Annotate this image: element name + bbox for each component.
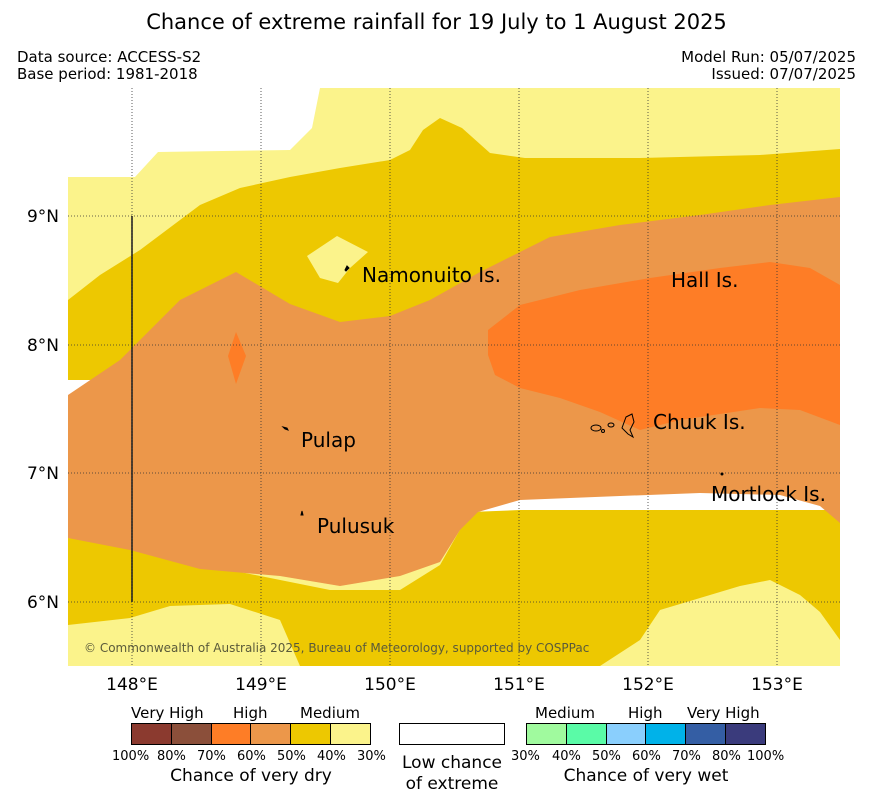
legend-dry-tick-30: 30% [357,749,386,764]
region-dark-orange-east [488,262,840,430]
legend-wet-tick-50: 50% [592,749,621,764]
lat-label-7: 7°N [27,464,59,484]
legend-dry-caption: Chance of very dry [170,766,332,786]
legend-dry-swatch-70-60 [210,724,251,744]
data-source: Data source: ACCESS-S2 [17,48,202,66]
label-hall: Hall Is. [671,268,738,292]
legend-wet-tick-70: 70% [672,749,701,764]
island-pulusuk [300,510,304,516]
legend-wet-high: High [628,704,663,722]
legend-wet-tick-40: 40% [552,749,581,764]
legend-dry-swatch-60-50 [250,724,291,744]
lon-label-148: 148°E [106,675,158,695]
legend-low-swatch [399,723,505,745]
map-field [68,88,840,666]
legend-low-line1: Low chance [402,753,502,773]
legend-dry-colorbar [131,723,371,745]
map-title: Chance of extreme rainfall for 19 July t… [146,10,727,34]
legend-wet-tick-100: 100% [747,749,785,764]
legend-wet-swatch-80-100 [725,724,765,744]
lon-label-150: 150°E [364,675,416,695]
legend-dry-swatch-80-70 [170,724,211,744]
island-chuuk [590,413,635,439]
label-mortlock: Mortlock Is. [711,482,826,506]
label-pulusuk: Pulusuk [317,514,395,538]
label-chuuk: Chuuk Is. [653,410,746,434]
meta-right: Model Run: 05/07/2025 Issued: 07/07/2025 [681,49,856,83]
legend-low-caption: Low chance of extreme [392,753,512,795]
legend-wet-caption: Chance of very wet [563,766,729,786]
legend-dry-tick-80: 80% [157,749,186,764]
legend-wet-colorbar [526,723,766,745]
legend-dry-swatch-50-40 [290,724,331,744]
lon-axis-labels: 148°E 149°E 150°E 151°E 152°E 153°E [106,675,803,695]
island-mortlock [720,472,724,476]
lat-label-9: 9°N [27,207,59,227]
copyright-notice: © Commonwealth of Australia 2025, Bureau… [84,641,589,655]
legend-dry-swatch-100-80 [132,724,171,744]
legend-dry-tick-50: 50% [277,749,306,764]
legend-dry-high: High [233,704,268,722]
legend-dry-medium: Medium [300,704,360,722]
legend-wet-very-high: Very High [687,704,760,722]
legend-wet-tick-60: 60% [632,749,661,764]
legend-wet-swatch-50-60 [605,724,646,744]
island-namonuito [344,265,350,272]
lon-label-151: 151°E [493,675,545,695]
region-yellow-south [68,510,840,666]
lat-label-6: 6°N [27,593,59,613]
island-pulap [281,426,289,431]
legend-dry-tick-60: 60% [237,749,266,764]
islands [281,265,724,516]
legend-dry-tick-40: 40% [317,749,346,764]
legend-wet-tick-80: 80% [712,749,741,764]
meta-left: Data source: ACCESS-S2 Base period: 1981… [17,49,201,83]
lon-label-149: 149°E [235,675,287,695]
legend-wet-swatch-70-80 [685,724,726,744]
legend-wet-swatch-60-70 [645,724,686,744]
label-pulap: Pulap [301,428,356,452]
base-period: Base period: 1981-2018 [17,65,198,83]
legend-wet-swatch-40-50 [565,724,606,744]
legend-dry-tick-100: 100% [112,749,150,764]
legend-dry-very-high: Very High [131,704,204,722]
legend-wet-swatch-30-40 [527,724,566,744]
label-namonuito: Namonuito Is. [362,263,501,287]
map: Namonuito Is. Hall Is. Pulap Chuuk Is. M… [27,88,840,695]
legend-dry-tick-70: 70% [197,749,226,764]
model-run: Model Run: 05/07/2025 [681,48,856,66]
region-dark-orange-small [228,332,246,384]
legend-low-line2: of extreme [405,774,499,794]
issued-date: Issued: 07/07/2025 [711,65,856,83]
lat-axis-labels: 9°N 8°N 7°N 6°N [27,207,59,613]
lon-label-152: 152°E [622,675,674,695]
region-pale-yellow-namonuito [307,236,368,283]
legend-dry-swatch-40-30 [330,724,370,744]
legend-wet-medium: Medium [535,704,595,722]
legend-wet-tick-30: 30% [511,749,540,764]
graticule [68,88,840,666]
lon-label-153: 153°E [751,675,803,695]
lat-label-8: 8°N [27,336,59,356]
